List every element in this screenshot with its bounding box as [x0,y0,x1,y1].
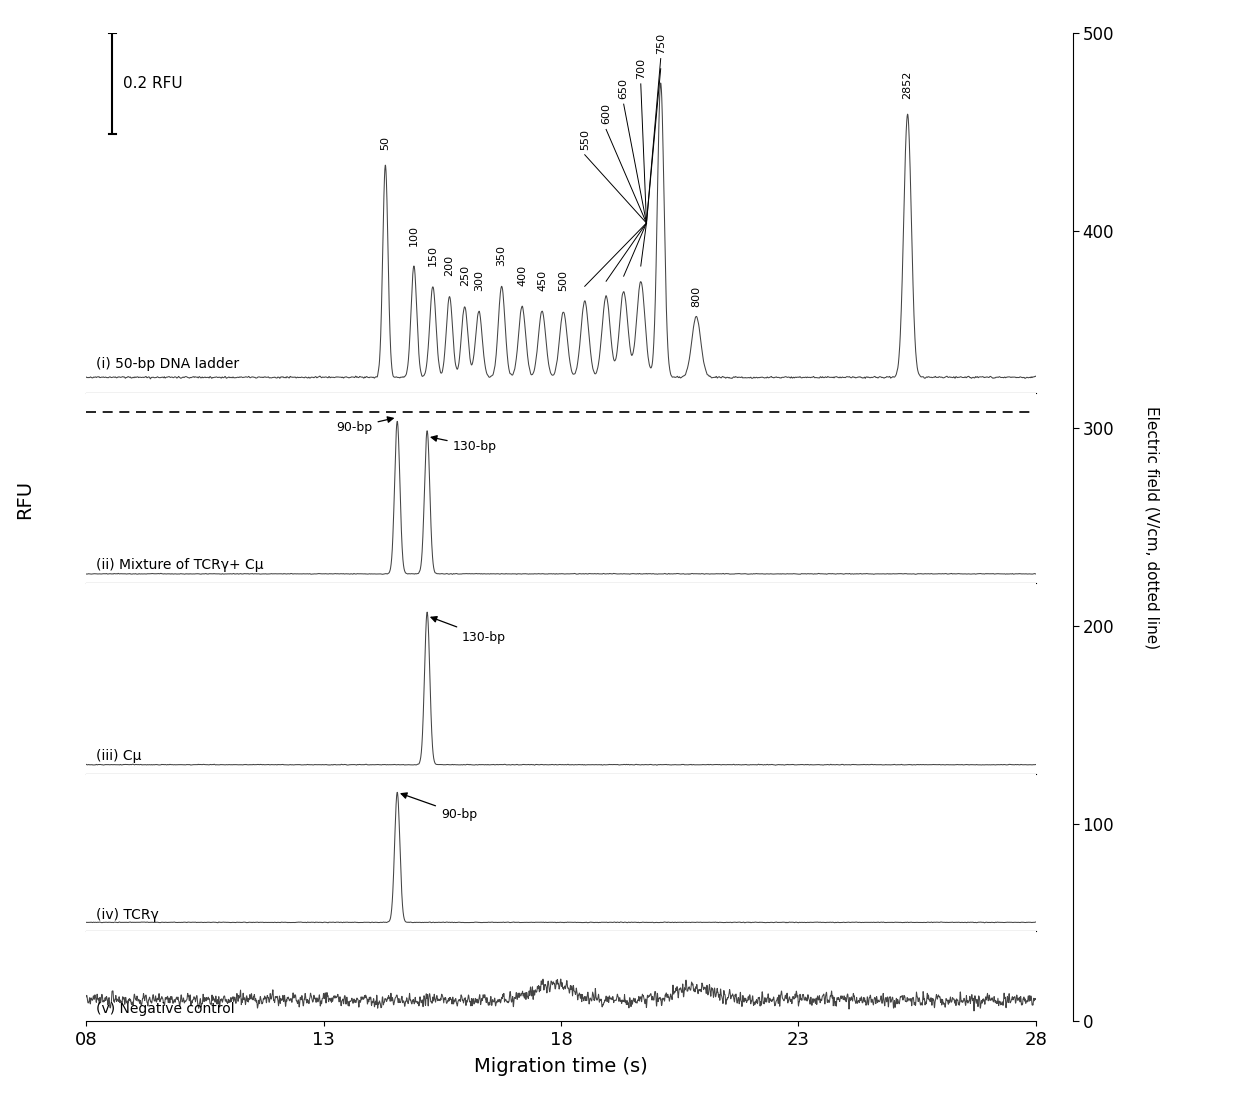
Text: 700: 700 [636,58,646,79]
Text: (ii) Mixture of TCRγ+ Cμ: (ii) Mixture of TCRγ+ Cμ [96,558,264,572]
Text: 130-bp: 130-bp [432,617,506,644]
Text: 800: 800 [692,285,702,306]
Text: 200: 200 [444,255,455,276]
Text: 90-bp: 90-bp [401,793,477,820]
Text: (i) 50-bp DNA ladder: (i) 50-bp DNA ladder [96,357,239,371]
Text: 2852: 2852 [903,71,912,99]
Text: 150: 150 [428,245,438,266]
Text: 0.2 RFU: 0.2 RFU [123,75,182,91]
Text: 400: 400 [517,265,526,286]
Text: 450: 450 [538,270,547,291]
Text: 550: 550 [580,129,589,150]
Text: 130-bp: 130-bp [432,436,497,453]
Text: (v) Negative control: (v) Negative control [96,1002,234,1016]
Text: 350: 350 [497,245,507,266]
Text: 50: 50 [380,135,391,150]
Text: 90-bp: 90-bp [337,417,393,434]
Text: 750: 750 [656,32,666,53]
Text: 650: 650 [619,78,629,99]
X-axis label: Migration time (s): Migration time (s) [475,1057,647,1077]
Text: 500: 500 [559,271,568,291]
Text: 250: 250 [460,265,470,286]
Text: 100: 100 [409,225,419,245]
Text: RFU: RFU [15,480,33,519]
Text: (iii) Cμ: (iii) Cμ [96,749,142,763]
Text: 600: 600 [602,103,612,124]
Text: 300: 300 [473,271,483,291]
Y-axis label: Electric field (V/cm, dotted line): Electric field (V/cm, dotted line) [1144,405,1159,649]
Text: (iv) TCRγ: (iv) TCRγ [96,908,159,922]
